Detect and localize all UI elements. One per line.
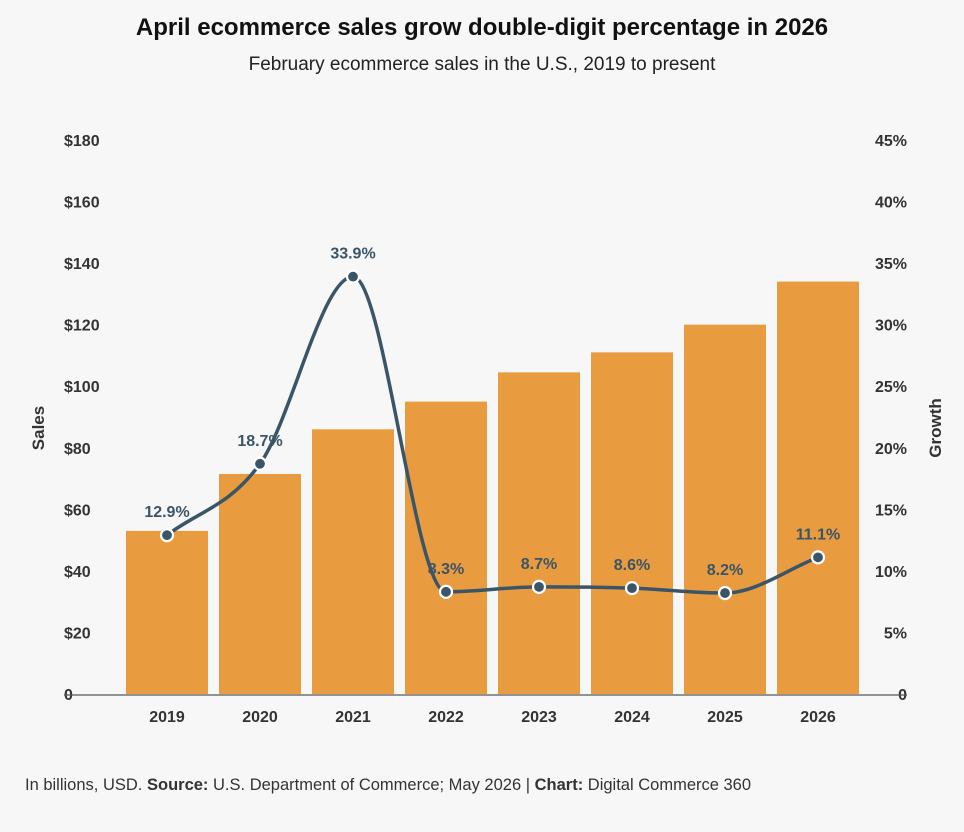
y-tick-label: $180 xyxy=(64,133,100,150)
y2-tick-label: 45% xyxy=(875,133,907,150)
y2-tick-label: 15% xyxy=(875,502,907,519)
y2-tick-label: 30% xyxy=(875,318,907,335)
x-tick-label: 2022 xyxy=(428,709,464,726)
y2-tick-label: 20% xyxy=(875,441,907,458)
growth-data-label: 8.6% xyxy=(614,557,650,574)
footer-source-text: U.S. Department of Commerce; May 2026 | xyxy=(213,776,531,794)
chart-canvas: 0$20$40$60$80$100$120$140$160$18005%10%1… xyxy=(29,133,945,726)
growth-point xyxy=(438,584,454,599)
x-tick-label: 2020 xyxy=(242,709,278,726)
y-tick-label: $80 xyxy=(64,441,91,458)
bar xyxy=(126,530,208,694)
x-tick-label: 2024 xyxy=(614,709,650,726)
growth-data-label: 18.7% xyxy=(237,433,282,450)
bar xyxy=(312,429,394,694)
growth-data-label: 11.1% xyxy=(796,526,840,543)
growth-data-label: 8.3% xyxy=(428,561,464,578)
growth-point xyxy=(252,456,268,471)
growth-point xyxy=(624,581,640,596)
growth-data-label: 8.7% xyxy=(521,556,557,573)
footer-chart-text: Digital Commerce 360 xyxy=(587,776,752,794)
y2-axis-title: Growth xyxy=(926,398,945,458)
y-tick-label: $140 xyxy=(64,256,100,273)
x-tick-label: 2021 xyxy=(335,709,371,726)
bar xyxy=(498,372,580,694)
growth-line xyxy=(165,274,819,595)
y-tick-label: $60 xyxy=(64,502,91,519)
chart-subtitle: February ecommerce sales in the U.S., 20… xyxy=(248,54,716,75)
growth-point xyxy=(810,550,826,565)
x-tick-label: 2026 xyxy=(800,709,836,726)
bar xyxy=(777,281,859,694)
growth-point xyxy=(717,585,733,601)
y-tick-label: $160 xyxy=(64,195,100,212)
x-tick-label: 2019 xyxy=(149,709,185,726)
y2-tick-label: 35% xyxy=(875,256,907,273)
x-tick-label: 2023 xyxy=(521,709,557,726)
y2-tick-label: 10% xyxy=(875,564,907,581)
footer-note: In billions, USD. xyxy=(25,776,143,794)
bar xyxy=(405,401,487,694)
y2-tick-label: 40% xyxy=(875,195,907,212)
bar xyxy=(591,352,673,694)
growth-data-label: 33.9% xyxy=(330,246,375,263)
footer: In billions, USD. Source: U.S. Departmen… xyxy=(25,776,751,795)
y2-tick-label: 25% xyxy=(875,379,907,396)
bar xyxy=(684,324,766,694)
footer-source-label: Source: xyxy=(146,776,209,794)
x-tick-label: 2025 xyxy=(707,709,743,726)
bar xyxy=(219,473,301,694)
y-tick-label: $40 xyxy=(64,564,91,581)
footer-chart-label: Chart: xyxy=(534,776,584,794)
y-tick-label: $120 xyxy=(64,318,100,335)
y-tick-label: $20 xyxy=(64,625,91,642)
growth-point xyxy=(159,528,175,543)
y-tick-label: $100 xyxy=(64,379,100,396)
chart-title: April ecommerce sales grow double-digit … xyxy=(135,14,829,41)
growth-data-label: 12.9% xyxy=(144,504,189,521)
growth-data-label: 8.2% xyxy=(707,562,743,579)
y-axis-title: Sales xyxy=(29,406,48,450)
growth-point xyxy=(345,269,361,284)
growth-point xyxy=(531,579,547,594)
y2-tick-label: 5% xyxy=(884,625,907,642)
